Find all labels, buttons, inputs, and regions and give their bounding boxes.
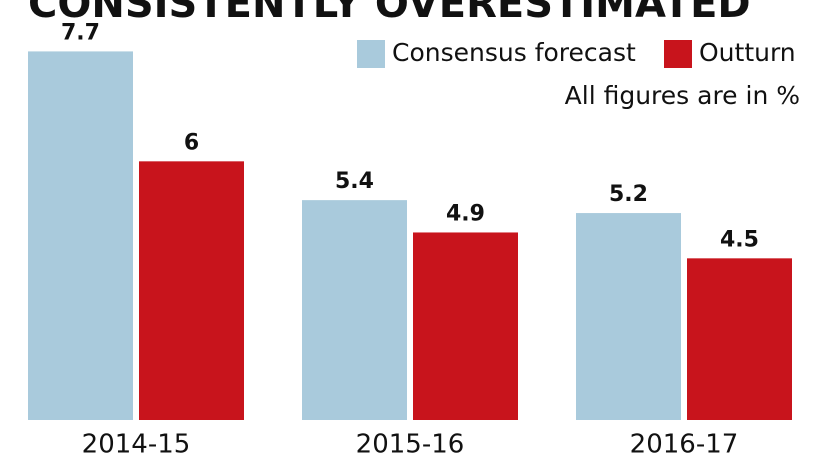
value-label: 5.4 bbox=[335, 169, 374, 194]
value-label: 6 bbox=[184, 130, 199, 155]
value-label: 5.2 bbox=[609, 182, 648, 207]
bar bbox=[687, 258, 792, 420]
x-tick-label: 2016-17 bbox=[630, 430, 739, 460]
note: All figures are in % bbox=[565, 81, 800, 110]
value-label: 4.9 bbox=[446, 201, 485, 226]
bar bbox=[139, 161, 244, 421]
bar bbox=[302, 200, 407, 420]
legend-label: Consensus forecast bbox=[392, 38, 636, 67]
legend-swatch bbox=[664, 40, 692, 68]
bar bbox=[28, 51, 133, 421]
bar bbox=[413, 232, 518, 420]
value-label: 7.7 bbox=[61, 20, 100, 45]
x-tick-label: 2014-15 bbox=[82, 430, 191, 460]
legend-label: Outturn bbox=[699, 38, 796, 67]
bar bbox=[576, 213, 681, 420]
x-tick-label: 2015-16 bbox=[356, 430, 465, 460]
legend-swatch bbox=[357, 40, 385, 68]
chart-title: CONSISTENTLY OVERESTIMATED bbox=[28, 0, 751, 27]
value-label: 4.5 bbox=[720, 227, 759, 252]
